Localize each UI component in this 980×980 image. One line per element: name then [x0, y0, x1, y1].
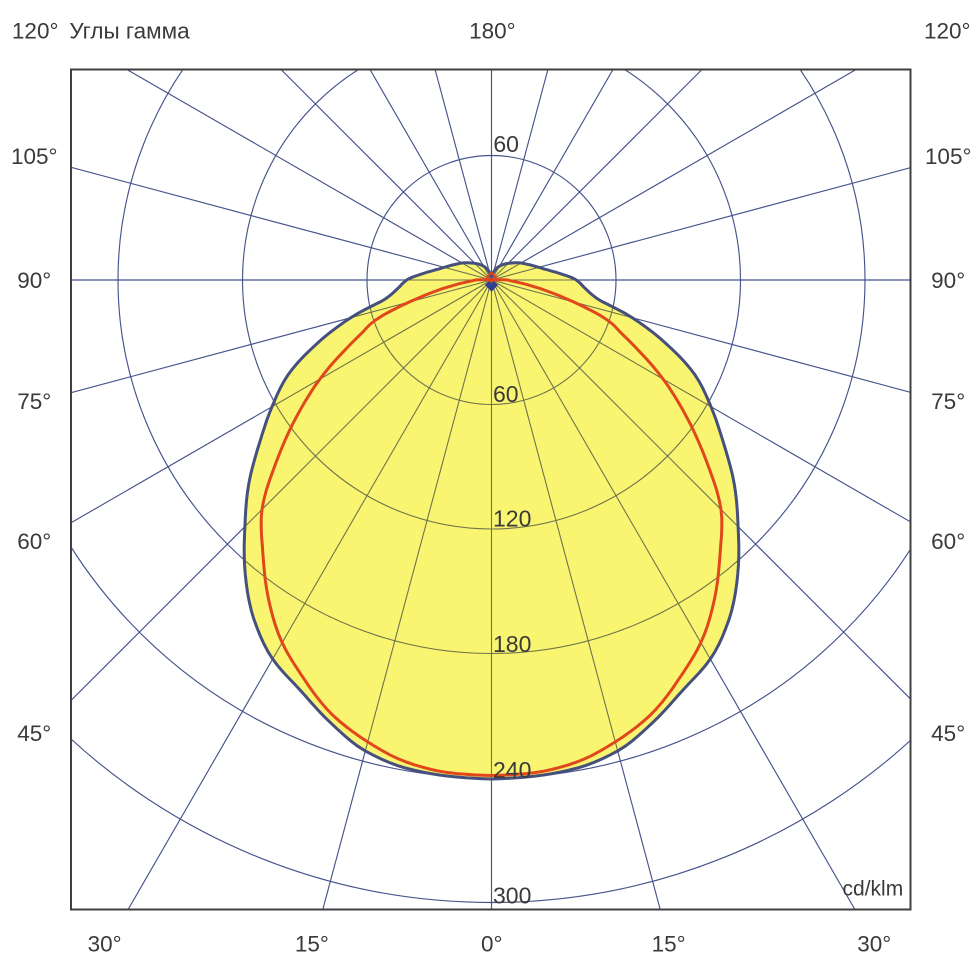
svg-text:60: 60 — [493, 381, 519, 407]
svg-text:240: 240 — [493, 757, 531, 783]
svg-text:Углы гамма: Углы гамма — [69, 18, 190, 43]
svg-text:30°: 30° — [88, 931, 122, 956]
svg-text:60°: 60° — [931, 529, 965, 554]
svg-text:75°: 75° — [931, 389, 965, 414]
svg-text:75°: 75° — [17, 389, 51, 414]
svg-text:0°: 0° — [481, 931, 503, 956]
svg-text:120°: 120° — [924, 18, 971, 43]
svg-text:120°: 120° — [12, 18, 59, 43]
svg-text:15°: 15° — [295, 931, 329, 956]
svg-text:90°: 90° — [931, 268, 965, 293]
svg-text:15°: 15° — [652, 931, 686, 956]
svg-text:60°: 60° — [17, 529, 51, 554]
svg-text:30°: 30° — [857, 931, 891, 956]
svg-text:90°: 90° — [17, 268, 51, 293]
svg-text:105°: 105° — [11, 144, 58, 169]
svg-text:cd/klm: cd/klm — [843, 878, 904, 901]
svg-text:105°: 105° — [925, 144, 972, 169]
svg-text:45°: 45° — [931, 721, 965, 746]
svg-text:120: 120 — [493, 506, 531, 532]
svg-text:60: 60 — [493, 131, 519, 157]
svg-text:300: 300 — [493, 882, 531, 908]
svg-text:180: 180 — [493, 631, 531, 657]
svg-text:180°: 180° — [469, 18, 516, 43]
svg-text:45°: 45° — [17, 721, 51, 746]
